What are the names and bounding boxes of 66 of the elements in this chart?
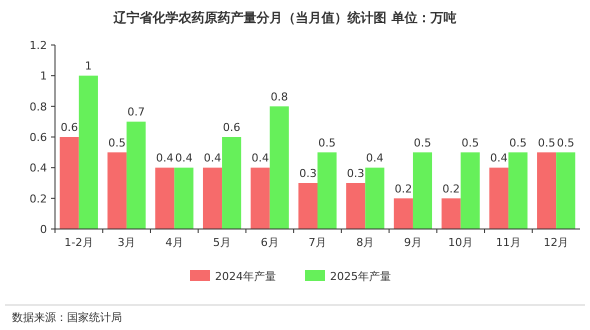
x-tick-label: 3月 xyxy=(118,236,136,249)
bar xyxy=(412,152,432,229)
x-tick-label: 7月 xyxy=(308,236,326,249)
bar xyxy=(126,122,146,229)
data-label: 0.5 xyxy=(461,136,479,150)
bar xyxy=(346,183,366,229)
y-tick-label: 1.2 xyxy=(30,39,47,52)
bar xyxy=(108,152,127,229)
legend-label: 2024年产量 xyxy=(215,270,276,283)
data-label: 0.3 xyxy=(346,167,364,180)
data-label: 0.2 xyxy=(442,182,460,196)
bar xyxy=(60,137,79,229)
bar xyxy=(537,152,556,229)
y-tick-label: 0.2 xyxy=(30,192,47,206)
x-tick-label: 5月 xyxy=(213,236,232,249)
bar xyxy=(78,76,98,229)
x-tick-label: 6月 xyxy=(260,236,279,249)
data-label: 0.4 xyxy=(251,152,269,165)
y-tick-label: 1 xyxy=(40,70,47,83)
bar xyxy=(489,168,508,229)
legend-label: 2025年产量 xyxy=(330,270,391,283)
bar xyxy=(556,152,576,229)
data-label: 0.5 xyxy=(318,136,336,150)
data-label: 0.6 xyxy=(60,121,78,134)
bar xyxy=(174,168,194,229)
x-tick-label: 8月 xyxy=(356,236,374,249)
bar xyxy=(250,168,270,229)
data-label: 0.2 xyxy=(394,182,412,196)
data-label: 0.5 xyxy=(414,136,432,150)
y-tick-label: 0 xyxy=(40,223,47,236)
bar xyxy=(202,168,222,229)
x-tick-label: 9月 xyxy=(404,236,422,249)
data-label: 0.7 xyxy=(127,106,145,119)
data-label: 0.5 xyxy=(556,136,574,150)
data-label: 0.8 xyxy=(270,90,288,104)
data-label: 0.5 xyxy=(538,136,556,150)
data-label: 1 xyxy=(84,60,92,73)
data-label: 0.3 xyxy=(299,167,317,180)
bar xyxy=(318,152,337,229)
bar xyxy=(460,152,480,229)
bar xyxy=(394,198,413,229)
data-label: 0.4 xyxy=(156,152,174,165)
source-note: 数据来源：国家统计局 xyxy=(12,311,122,324)
data-label: 0.5 xyxy=(509,136,527,150)
x-tick-label: 10月 xyxy=(448,236,474,249)
chart-title: 辽宁省化学农药原药产量分月（当月值）统计图 单位：万吨 xyxy=(112,10,456,26)
y-tick-label: 0.4 xyxy=(30,162,47,175)
x-tick-label: 11月 xyxy=(496,236,521,249)
bar xyxy=(298,183,318,229)
bar xyxy=(508,152,528,229)
x-tick-label: 4月 xyxy=(165,236,184,249)
x-tick-label: 12月 xyxy=(544,236,569,249)
y-tick-label: 0.8 xyxy=(30,100,47,114)
bar xyxy=(442,198,461,229)
bar xyxy=(270,106,289,229)
bar xyxy=(365,168,384,229)
bar xyxy=(155,168,174,229)
data-label: 0.4 xyxy=(175,152,193,165)
data-label: 0.4 xyxy=(366,152,384,165)
y-tick-label: 0.6 xyxy=(30,131,47,144)
data-label: 0.6 xyxy=(222,121,240,134)
x-tick-label: 1-2月 xyxy=(64,236,94,249)
data-label: 0.4 xyxy=(204,152,222,165)
data-label: 0.4 xyxy=(490,152,508,165)
bar xyxy=(222,137,242,229)
data-label: 0.5 xyxy=(108,136,126,150)
